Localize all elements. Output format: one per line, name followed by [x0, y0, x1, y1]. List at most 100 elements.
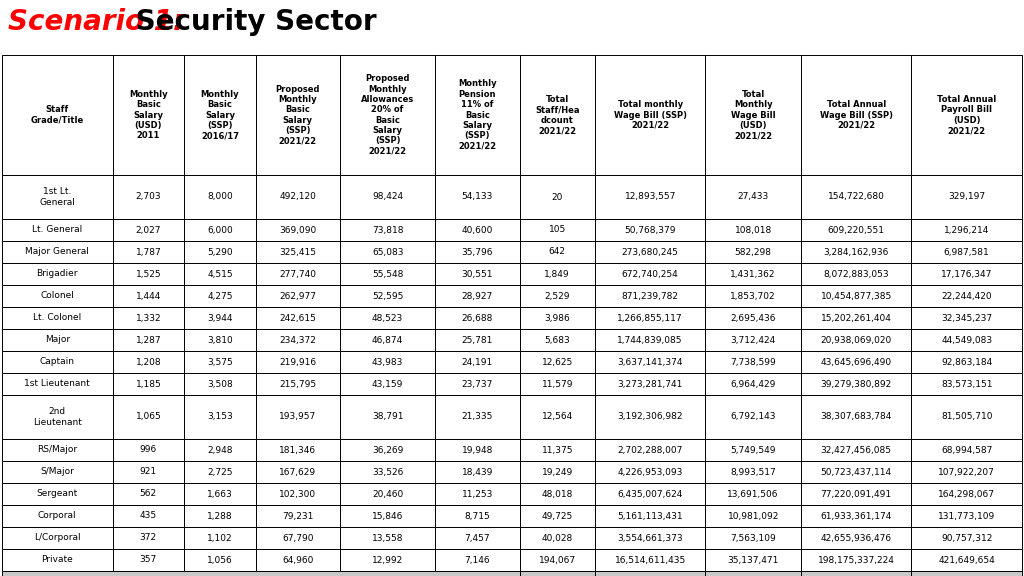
Text: 35,796: 35,796 [462, 248, 494, 256]
Text: 181,346: 181,346 [280, 445, 316, 454]
Text: 12,992: 12,992 [372, 555, 403, 564]
Text: 65,083: 65,083 [372, 248, 403, 256]
Text: 50,723,437,114: 50,723,437,114 [820, 468, 892, 476]
Text: 8,993,517: 8,993,517 [730, 468, 776, 476]
Text: 5,683: 5,683 [545, 335, 570, 344]
Text: 68,994,587: 68,994,587 [941, 445, 992, 454]
Text: Lt. General: Lt. General [32, 225, 82, 234]
Text: 38,307,683,784: 38,307,683,784 [820, 412, 892, 422]
Text: Proposed
Monthly
Allowances
20% of
Basic
Salary
(SSP)
2021/22: Proposed Monthly Allowances 20% of Basic… [361, 74, 415, 156]
Text: 871,239,782: 871,239,782 [622, 291, 679, 301]
Text: 3,575: 3,575 [207, 358, 232, 366]
Text: 20,938,069,020: 20,938,069,020 [820, 335, 892, 344]
Text: Corporal: Corporal [38, 511, 77, 521]
Text: 42,655,936,476: 42,655,936,476 [820, 533, 892, 543]
Text: 13,691,506: 13,691,506 [727, 490, 779, 498]
Text: 277,740: 277,740 [280, 270, 316, 279]
Text: Major: Major [45, 335, 70, 344]
Text: 329,197: 329,197 [948, 192, 985, 202]
Text: 46,874: 46,874 [372, 335, 403, 344]
Text: 234,372: 234,372 [280, 335, 316, 344]
Text: 48,018: 48,018 [542, 490, 572, 498]
Text: 12,564: 12,564 [542, 412, 572, 422]
Text: 1,288: 1,288 [207, 511, 232, 521]
Text: 52,595: 52,595 [372, 291, 403, 301]
Text: 33,526: 33,526 [372, 468, 403, 476]
Text: 1st Lt.
General: 1st Lt. General [39, 187, 75, 207]
Text: 582,298: 582,298 [734, 248, 772, 256]
Text: 2,702,288,007: 2,702,288,007 [617, 445, 683, 454]
Text: 642: 642 [549, 248, 565, 256]
Text: 562: 562 [140, 490, 157, 498]
Text: 198,175,337,224: 198,175,337,224 [818, 555, 895, 564]
Text: 2,725: 2,725 [207, 468, 232, 476]
Text: 1,853,702: 1,853,702 [730, 291, 776, 301]
Text: 81,505,710: 81,505,710 [941, 412, 992, 422]
Text: 43,645,696,490: 43,645,696,490 [820, 358, 892, 366]
Text: 30,551: 30,551 [462, 270, 494, 279]
Text: 2nd
Lieutenant: 2nd Lieutenant [33, 407, 82, 427]
Text: 3,153: 3,153 [207, 412, 232, 422]
Text: 28,927: 28,927 [462, 291, 494, 301]
Text: 7,563,109: 7,563,109 [730, 533, 776, 543]
Text: 1,744,839,085: 1,744,839,085 [617, 335, 683, 344]
Text: 77,220,091,491: 77,220,091,491 [820, 490, 892, 498]
Text: 1,525: 1,525 [135, 270, 161, 279]
Text: 8,072,883,053: 8,072,883,053 [823, 270, 889, 279]
Text: 194,067: 194,067 [539, 555, 575, 564]
Text: 3,192,306,982: 3,192,306,982 [617, 412, 683, 422]
Text: 21,335: 21,335 [462, 412, 494, 422]
Text: 369,090: 369,090 [280, 225, 316, 234]
Text: 48,523: 48,523 [372, 313, 403, 323]
Text: 61,933,361,174: 61,933,361,174 [820, 511, 892, 521]
Text: 3,284,162,936: 3,284,162,936 [823, 248, 889, 256]
Text: Total monthly
Wage Bill (SSP)
2021/22: Total monthly Wage Bill (SSP) 2021/22 [613, 100, 687, 130]
Text: 5,290: 5,290 [207, 248, 232, 256]
Text: 15,202,261,404: 15,202,261,404 [821, 313, 892, 323]
Text: 3,508: 3,508 [207, 380, 232, 388]
Text: 40,028: 40,028 [542, 533, 572, 543]
Text: 4,226,953,093: 4,226,953,093 [617, 468, 683, 476]
Text: 16,514,611,435: 16,514,611,435 [614, 555, 686, 564]
Text: 32,427,456,085: 32,427,456,085 [820, 445, 892, 454]
Text: Lt. Colonel: Lt. Colonel [33, 313, 81, 323]
Text: Monthly
Basic
Salary
(SSP)
2016/17: Monthly Basic Salary (SSP) 2016/17 [201, 90, 240, 141]
Text: 1,296,214: 1,296,214 [944, 225, 989, 234]
Text: 79,231: 79,231 [283, 511, 313, 521]
Text: 15,846: 15,846 [372, 511, 403, 521]
Text: 24,191: 24,191 [462, 358, 494, 366]
Text: Monthly
Pension
11% of
Basic
Salary
(SSP)
2021/22: Monthly Pension 11% of Basic Salary (SSP… [458, 79, 497, 151]
Text: 1,287: 1,287 [135, 335, 161, 344]
Text: 3,554,661,373: 3,554,661,373 [617, 533, 683, 543]
Text: Security Sector: Security Sector [126, 8, 377, 36]
Text: 107,922,207: 107,922,207 [938, 468, 995, 476]
Text: 273,680,245: 273,680,245 [622, 248, 679, 256]
Text: Proposed
Monthly
Basic
Salary
(SSP)
2021/22: Proposed Monthly Basic Salary (SSP) 2021… [275, 85, 321, 146]
Text: 1,102: 1,102 [207, 533, 232, 543]
Text: 6,987,581: 6,987,581 [944, 248, 989, 256]
Text: 1,056: 1,056 [207, 555, 232, 564]
Text: Captain: Captain [40, 358, 75, 366]
Text: 6,792,143: 6,792,143 [730, 412, 776, 422]
Text: 7,457: 7,457 [465, 533, 490, 543]
Text: 3,986: 3,986 [545, 313, 570, 323]
Text: 8,000: 8,000 [207, 192, 232, 202]
Text: 164,298,067: 164,298,067 [938, 490, 995, 498]
Text: 25,781: 25,781 [462, 335, 494, 344]
Text: 43,983: 43,983 [372, 358, 403, 366]
Text: 11,375: 11,375 [542, 445, 573, 454]
Text: 3,637,141,374: 3,637,141,374 [617, 358, 683, 366]
Text: 2,948: 2,948 [207, 445, 232, 454]
Text: 131,773,109: 131,773,109 [938, 511, 995, 521]
Text: RS/Major: RS/Major [37, 445, 78, 454]
Text: 39,279,380,892: 39,279,380,892 [820, 380, 892, 388]
Text: 105: 105 [549, 225, 566, 234]
Text: 10,454,877,385: 10,454,877,385 [820, 291, 892, 301]
Text: 12,893,557: 12,893,557 [625, 192, 676, 202]
Text: 1,332: 1,332 [135, 313, 161, 323]
Text: 83,573,151: 83,573,151 [941, 380, 992, 388]
Text: 262,977: 262,977 [280, 291, 316, 301]
Text: 1,431,362: 1,431,362 [730, 270, 776, 279]
Text: 38,791: 38,791 [372, 412, 403, 422]
Text: Total Annual
Wage Bill (SSP)
2021/22: Total Annual Wage Bill (SSP) 2021/22 [819, 100, 893, 130]
